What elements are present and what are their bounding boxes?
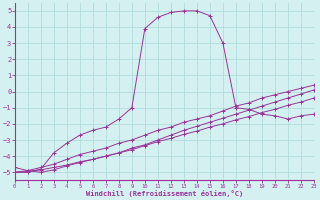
X-axis label: Windchill (Refroidissement éolien,°C): Windchill (Refroidissement éolien,°C) xyxy=(86,190,243,197)
